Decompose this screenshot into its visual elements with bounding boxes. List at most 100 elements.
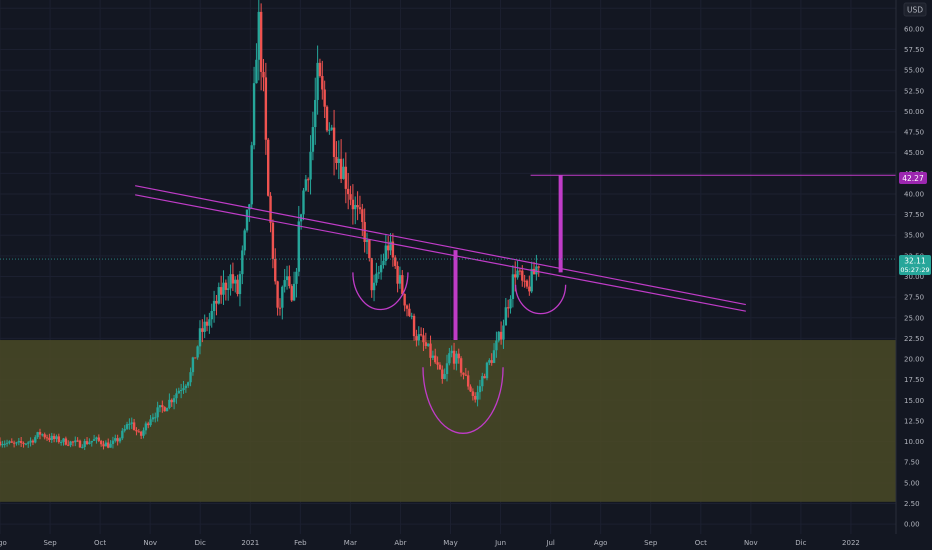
candle-body[interactable] xyxy=(459,358,463,373)
candle-body[interactable] xyxy=(97,437,101,441)
candle-body[interactable] xyxy=(492,350,496,363)
candle-body[interactable] xyxy=(137,431,141,433)
candle-body[interactable] xyxy=(431,355,435,358)
candle-body[interactable] xyxy=(241,250,244,275)
candle-body[interactable] xyxy=(281,286,284,308)
candle-body[interactable] xyxy=(231,274,235,284)
candle-body[interactable] xyxy=(499,331,503,340)
candle-body[interactable] xyxy=(130,422,133,424)
candle-body[interactable] xyxy=(422,335,425,343)
candle-body[interactable] xyxy=(325,106,329,131)
candle-body[interactable] xyxy=(269,195,272,223)
candle-body[interactable] xyxy=(283,280,286,287)
candle-body[interactable] xyxy=(535,266,538,275)
candle-body[interactable] xyxy=(537,266,540,268)
time-axis-panel[interactable] xyxy=(0,534,896,550)
candle-body[interactable] xyxy=(372,282,376,291)
candle-body[interactable] xyxy=(144,423,148,431)
price-axis[interactable]: 0.00 2.50 5.00 7.50 10.00 12.50 15.00 17.50 20.0… xyxy=(904,5,924,529)
candle-body[interactable] xyxy=(12,442,16,444)
candle-body[interactable] xyxy=(172,398,176,403)
pattern-arc[interactable] xyxy=(352,272,409,310)
candle-body[interactable] xyxy=(22,442,25,444)
candle-body[interactable] xyxy=(476,392,479,400)
candle-body[interactable] xyxy=(302,190,305,215)
candle-body[interactable] xyxy=(41,434,44,436)
candle-body[interactable] xyxy=(81,446,84,448)
candle-body[interactable] xyxy=(15,442,18,444)
candle-body[interactable] xyxy=(304,179,308,191)
candle-body[interactable] xyxy=(450,350,453,354)
candle-body[interactable] xyxy=(74,440,77,443)
candle-body[interactable] xyxy=(335,156,338,163)
candle-body[interactable] xyxy=(441,369,444,379)
candle-body[interactable] xyxy=(403,293,406,306)
candle-body[interactable] xyxy=(394,257,397,266)
candle-body[interactable] xyxy=(497,331,500,341)
candle-body[interactable] xyxy=(132,422,136,431)
candle-body[interactable] xyxy=(474,395,477,400)
candle-body[interactable] xyxy=(358,207,362,210)
candle-body[interactable] xyxy=(396,265,399,284)
candle-body[interactable] xyxy=(76,440,79,442)
candle-body[interactable] xyxy=(102,444,105,447)
candle-body[interactable] xyxy=(210,310,213,320)
candle-body[interactable] xyxy=(490,360,493,363)
candle-body[interactable] xyxy=(3,443,6,445)
candle-body[interactable] xyxy=(502,325,505,340)
candle-body[interactable] xyxy=(191,357,195,373)
candle-body[interactable] xyxy=(170,399,173,403)
candle-body[interactable] xyxy=(69,441,72,446)
candle-body[interactable] xyxy=(10,441,13,443)
candle-body[interactable] xyxy=(377,272,380,274)
candle-body[interactable] xyxy=(506,307,510,309)
candle-body[interactable] xyxy=(5,442,9,444)
candle-body[interactable] xyxy=(147,423,150,426)
candle-body[interactable] xyxy=(264,77,268,140)
candle-body[interactable] xyxy=(118,438,122,442)
candle-body[interactable] xyxy=(318,62,322,77)
candle-body[interactable] xyxy=(344,166,348,189)
candle-body[interactable] xyxy=(163,407,166,412)
candle-body[interactable] xyxy=(38,432,42,435)
candle-body[interactable] xyxy=(314,99,317,128)
candle-body[interactable] xyxy=(306,179,310,181)
candle-body[interactable] xyxy=(149,419,152,426)
candle-body[interactable] xyxy=(36,432,39,438)
candle-body[interactable] xyxy=(8,441,11,443)
candle-body[interactable] xyxy=(99,440,103,445)
candle-body[interactable] xyxy=(45,437,49,439)
candle-body[interactable] xyxy=(165,407,169,412)
candle-body[interactable] xyxy=(31,440,35,443)
candle-body[interactable] xyxy=(83,441,86,447)
candle-body[interactable] xyxy=(438,364,442,370)
candle-body[interactable] xyxy=(288,276,291,287)
candle-body[interactable] xyxy=(290,286,293,301)
candle-body[interactable] xyxy=(52,435,56,440)
candle-body[interactable] xyxy=(398,275,402,284)
candle-body[interactable] xyxy=(205,321,209,326)
candle-body[interactable] xyxy=(363,222,366,242)
candle-body[interactable] xyxy=(469,386,472,392)
candle-body[interactable] xyxy=(85,441,89,445)
candle-body[interactable] xyxy=(24,443,28,445)
candle-body[interactable] xyxy=(478,386,482,393)
candle-body[interactable] xyxy=(187,382,190,386)
candle-body[interactable] xyxy=(121,430,124,439)
candle-body[interactable] xyxy=(379,265,383,273)
candle-body[interactable] xyxy=(208,319,211,326)
candle-body[interactable] xyxy=(229,274,232,289)
candle-body[interactable] xyxy=(452,350,456,364)
candle-body[interactable] xyxy=(516,270,519,278)
candle-body[interactable] xyxy=(274,258,277,282)
candle-body[interactable] xyxy=(175,393,178,399)
candle-body[interactable] xyxy=(530,268,533,292)
candle-body[interactable] xyxy=(59,441,63,443)
candle-body[interactable] xyxy=(391,241,395,258)
candle-body[interactable] xyxy=(248,204,251,210)
trend-channel-line[interactable] xyxy=(135,185,746,306)
candlestick-series[interactable] xyxy=(0,0,540,451)
candle-body[interactable] xyxy=(408,308,411,316)
candle-body[interactable] xyxy=(151,417,155,420)
